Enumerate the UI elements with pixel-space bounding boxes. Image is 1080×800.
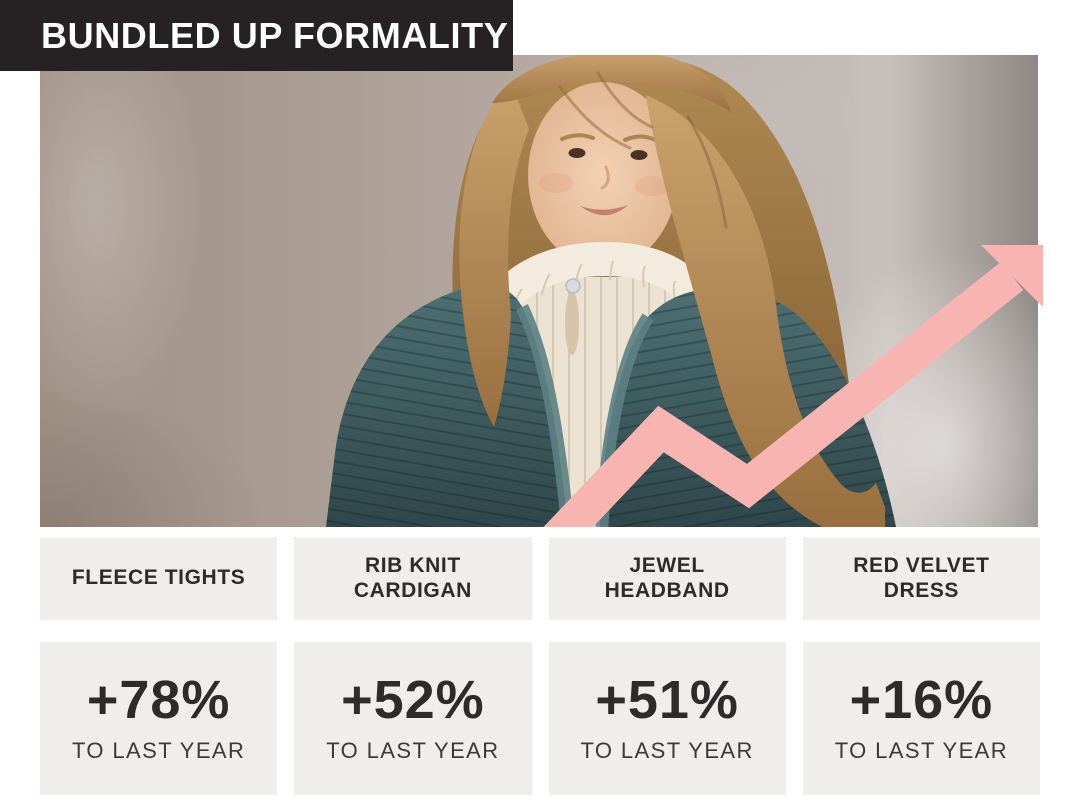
product-name: FLEECE TIGHTS — [71, 566, 246, 590]
hero-photo — [40, 55, 1038, 527]
wall-light-patch — [40, 55, 205, 425]
product-name: RED VELVET DRESS — [853, 553, 990, 602]
girl-cheek — [635, 176, 669, 196]
girl-blouse-keyhole — [565, 291, 579, 355]
girl-eyebrow — [623, 134, 657, 142]
girl-cheek — [539, 173, 573, 193]
product-name: JEWEL HEADBAND — [604, 553, 730, 602]
stat-value: +16% — [849, 670, 994, 730]
stats-grid: FLEECE TIGHTS RIB KNIT CARDIGAN JEWEL HE… — [40, 537, 1040, 795]
girl-hair-strands — [558, 71, 728, 229]
photo-illustration — [40, 55, 1038, 527]
stat-value-card: +51% TO LAST YEAR — [548, 642, 786, 795]
girl-eyebrow — [560, 133, 595, 141]
stat-caption: TO LAST YEAR — [834, 738, 1009, 763]
stat-value-card: +52% TO LAST YEAR — [294, 642, 532, 795]
stat-value: +52% — [341, 670, 485, 730]
girl-mouth — [580, 205, 628, 216]
stat-caption: TO LAST YEAR — [71, 738, 246, 763]
banner: BUNDLED UP FORMALITY — [0, 0, 513, 71]
product-name: RIB KNIT CARDIGAN — [353, 553, 472, 602]
girl-face — [528, 82, 678, 268]
wall-shadow — [40, 385, 265, 527]
product-name-card: RED VELVET DRESS — [802, 537, 1040, 620]
stat-value: +78% — [86, 670, 231, 730]
stat-caption: TO LAST YEAR — [326, 738, 500, 763]
girl-eye — [568, 148, 586, 158]
girl-hair-fringe — [492, 55, 732, 113]
page-title: BUNDLED UP FORMALITY — [41, 14, 509, 56]
product-name-card: RIB KNIT CARDIGAN — [294, 537, 532, 620]
girl-blouse-button — [565, 278, 581, 294]
stat-value-card: +16% TO LAST YEAR — [802, 642, 1040, 795]
stat-value: +51% — [595, 670, 739, 730]
product-name-card: JEWEL HEADBAND — [548, 537, 786, 620]
stat-caption: TO LAST YEAR — [580, 738, 754, 763]
product-name-card: FLEECE TIGHTS — [40, 537, 278, 620]
girl-eye — [630, 150, 648, 160]
girl-hair-front-left — [459, 81, 529, 427]
stat-value-card: +78% TO LAST YEAR — [40, 642, 278, 795]
girl-nose — [600, 165, 610, 190]
